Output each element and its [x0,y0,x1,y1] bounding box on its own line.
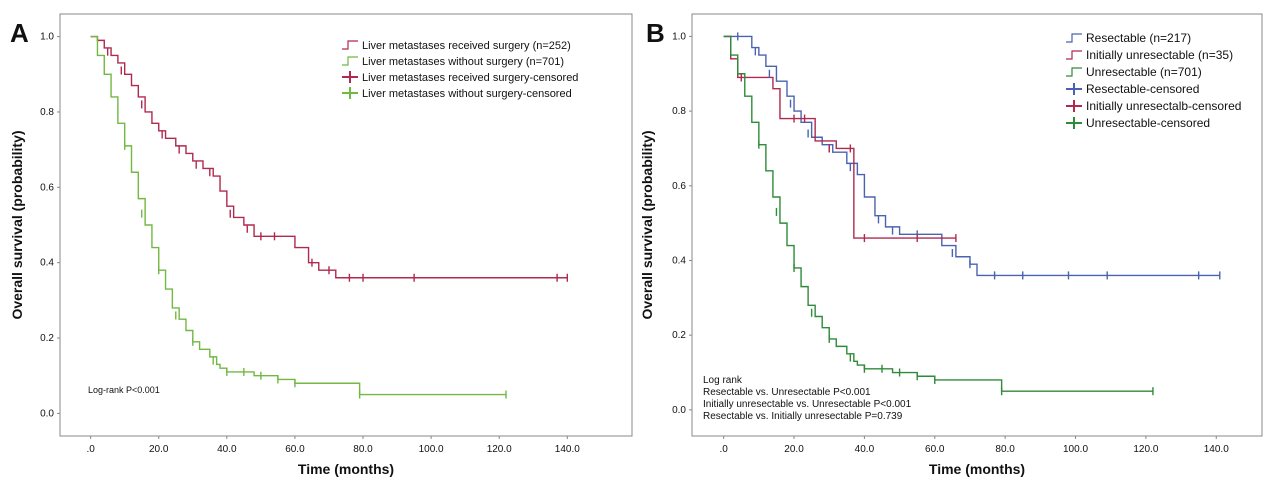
legend-symbol [1066,33,1082,43]
x-tick-label: 60.0 [925,444,945,455]
legend-label: Unresectable (n=701) [1086,65,1202,79]
x-tick-label: 60.0 [285,444,305,455]
y-tick-label: 0.8 [40,107,54,118]
x-tick-label: 120.0 [1133,444,1158,455]
y-axis-label: Overall survival (probability) [639,130,655,319]
y-axis-label: Overall survival (probability) [9,130,25,319]
survival-curve [723,35,1153,392]
x-tick-label: .0 [719,444,728,455]
legend-symbol [1066,50,1082,60]
annotation: Resectable vs. Initially unresectable P=… [703,411,903,422]
survival-curve [90,35,507,396]
y-tick-label: 0.0 [40,408,54,419]
legend-label: Liver metastases received surgery-censor… [362,72,578,84]
annotation: Resectable vs. Unresectable P<0.001 [703,387,871,398]
x-tick-label: .0 [86,444,95,455]
legend-symbol [342,56,358,66]
x-tick-label: 80.0 [995,444,1015,455]
y-tick-label: 0.6 [672,181,686,192]
x-tick-label: 120.0 [487,444,512,455]
y-tick-label: 0.6 [40,182,54,193]
legend-symbol [1066,83,1082,95]
x-tick-label: 20.0 [149,444,169,455]
legend-label: Liver metastases without surgery (n=701) [362,56,564,68]
annotation: Log-rank P<0.001 [88,385,160,395]
legend-label: Liver metastases received surgery (n=252… [362,40,571,52]
annotation: Initially unresectable vs. Unresectable … [703,399,912,410]
legend-symbol [342,87,358,99]
legend-symbol [342,40,358,50]
legend-label: Initially unresectalb-censored [1086,99,1241,113]
panel-label: B [646,18,665,48]
annotation: Log rank [703,375,743,386]
legend-label: Liver metastases without surgery-censore… [362,88,572,100]
x-axis-label: Time (months) [929,461,1025,477]
x-tick-label: 20.0 [784,444,804,455]
plot-frame [691,13,1263,437]
y-tick-label: 1.0 [672,31,686,42]
legend-symbol [1066,100,1082,112]
y-tick-label: 0.8 [672,106,686,117]
panel-label: A [10,18,29,48]
legend-label: Resectable (n=217) [1086,31,1191,45]
x-tick-label: 100.0 [1063,444,1088,455]
x-tick-label: 80.0 [353,444,373,455]
y-tick-label: 0.4 [672,255,686,266]
plot-frame [59,13,633,437]
y-tick-label: 0.2 [672,330,686,341]
survival-curve [90,35,568,279]
y-tick-label: 0.0 [672,405,686,416]
x-tick-label: 140.0 [1204,444,1229,455]
x-tick-label: 40.0 [217,444,237,455]
legend-label: Unresectable-censored [1086,116,1210,130]
x-tick-label: 140.0 [555,444,580,455]
survival-curve [723,35,1220,277]
legend-symbol [1066,67,1082,77]
legend-label: Resectable-censored [1086,82,1199,96]
legend-symbol [1066,117,1082,129]
y-tick-label: 1.0 [40,32,54,43]
y-tick-label: 0.2 [40,333,54,344]
x-tick-label: 100.0 [419,444,444,455]
legend-symbol [342,71,358,83]
x-axis-label: Time (months) [298,461,394,477]
legend-label: Initially unresectable (n=35) [1086,48,1233,62]
x-tick-label: 40.0 [855,444,875,455]
y-tick-label: 0.4 [40,258,54,269]
survival-curve [723,35,956,239]
